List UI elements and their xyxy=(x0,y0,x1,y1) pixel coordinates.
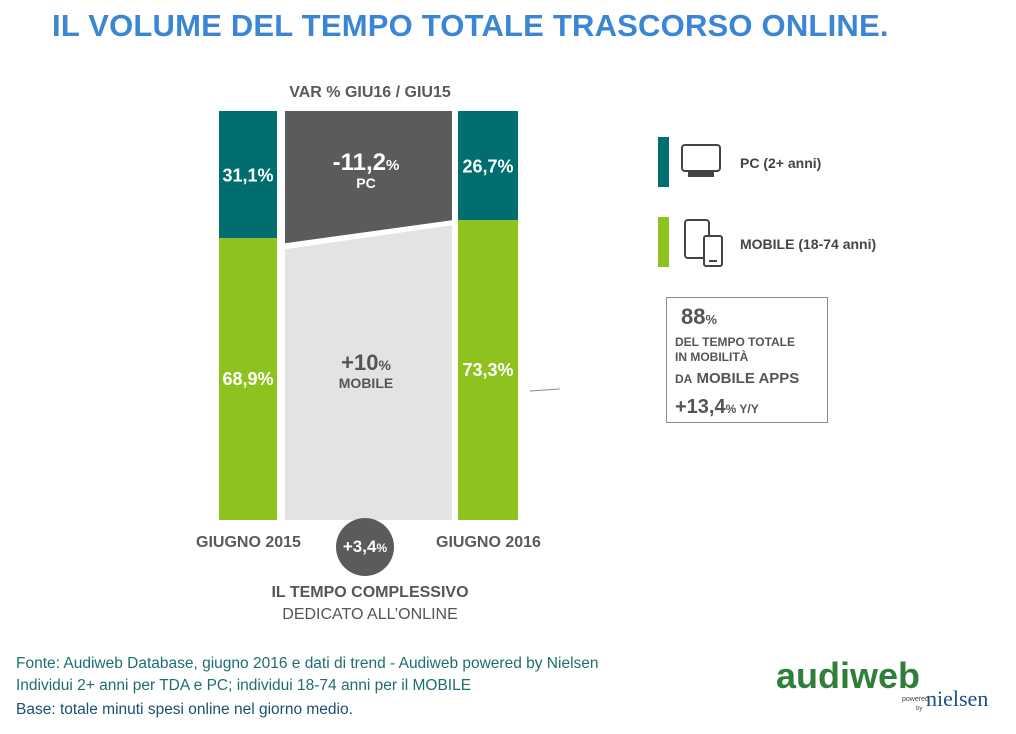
x-label-2016: GIUGNO 2016 xyxy=(436,534,541,551)
pc-change-unit: % xyxy=(386,157,399,174)
callout-apps-prefix: DA xyxy=(675,372,693,386)
legend-mobile-swatch xyxy=(658,217,669,267)
tablet-phone-icon xyxy=(684,219,723,267)
page-title: IL VOLUME DEL TEMPO TOTALE TRASCORSO ONL… xyxy=(52,8,889,43)
mobile-apps-callout: 88% DEL TEMPO TOTALE IN MOBILITÀ DA MOBI… xyxy=(666,297,828,423)
logo-brand: audiweb xyxy=(776,655,920,696)
footer-population: Individui 2+ anni per TDA e PC; individu… xyxy=(16,677,472,694)
legend-pc-swatch xyxy=(658,137,669,187)
callout-line2: IN MOBILITÀ xyxy=(675,350,749,364)
callout-share-num: 88 xyxy=(681,304,706,329)
total-change-subcaption: DEDICATO ALL’ONLINE xyxy=(282,606,458,623)
bar-pc-0 xyxy=(219,111,277,239)
pc-change-band xyxy=(285,111,452,244)
x-label-2015: GIUGNO 2015 xyxy=(196,534,301,551)
callout-share-unit: % xyxy=(705,312,718,327)
callout-apps: DA MOBILE APPS xyxy=(675,370,799,387)
legend-mobile-label: MOBILE (18-74 anni) xyxy=(740,236,877,252)
callout-apps-label: MOBILE APPS xyxy=(696,370,800,387)
monitor-icon xyxy=(681,144,721,177)
logo-powered: powered xyxy=(902,696,929,703)
callout-growth-unit: % Y/Y xyxy=(725,402,759,416)
stacked-bar-chart: 31,1% 68,9% 26,7% 73,3% -11,2% PC +10% MOBI… xyxy=(219,111,560,520)
total-change-caption: IL TEMPO COMPLESSIVO xyxy=(271,584,469,601)
audiweb-nielsen-logo: audiweb powered by nielsen xyxy=(776,655,988,712)
mobile-change-band xyxy=(285,225,452,520)
total-change-badge: +3,4% xyxy=(336,518,394,576)
legend-pc-label: PC (2+ anni) xyxy=(740,155,822,171)
logo-partner: nielsen xyxy=(926,686,988,711)
bar-mobile-0 xyxy=(219,238,277,520)
mobile-change-label: MOBILE xyxy=(339,375,393,391)
total-change-unit: % xyxy=(376,541,388,555)
footer-base: Base: totale minuti spesi online nel gio… xyxy=(16,701,353,718)
mobile-change-unit: % xyxy=(378,357,391,373)
mobile-change-value: +10% xyxy=(341,350,391,375)
bar-mobile-1 xyxy=(458,220,518,520)
change-header: VAR % GIU16 / GIU15 xyxy=(289,84,451,101)
bar-pc-1 xyxy=(458,111,518,221)
footer-source: Fonte: Audiweb Database, giugno 2016 e d… xyxy=(16,655,599,672)
bar-mobile-label-1: 73,3% xyxy=(462,360,513,380)
mobile-change-num: +10 xyxy=(341,350,378,375)
bar-pc-label-1: 26,7% xyxy=(462,157,513,177)
callout-share: 88% xyxy=(681,304,717,330)
pc-change-num: -11,2 xyxy=(333,149,386,176)
bar-mobile-label-0: 68,9% xyxy=(222,369,273,389)
bar-pc-label-0: 31,1% xyxy=(222,166,273,186)
pc-change-label: PC xyxy=(356,175,375,191)
total-change-num: +3,4 xyxy=(342,537,377,556)
callout-growth-num: +13,4 xyxy=(675,396,726,418)
callout-connector xyxy=(529,388,560,392)
logo-by: by xyxy=(916,706,922,712)
callout-line1: DEL TEMPO TOTALE xyxy=(675,335,796,349)
pc-change-value: -11,2% xyxy=(333,149,400,176)
callout-growth: +13,4% Y/Y xyxy=(675,396,759,419)
